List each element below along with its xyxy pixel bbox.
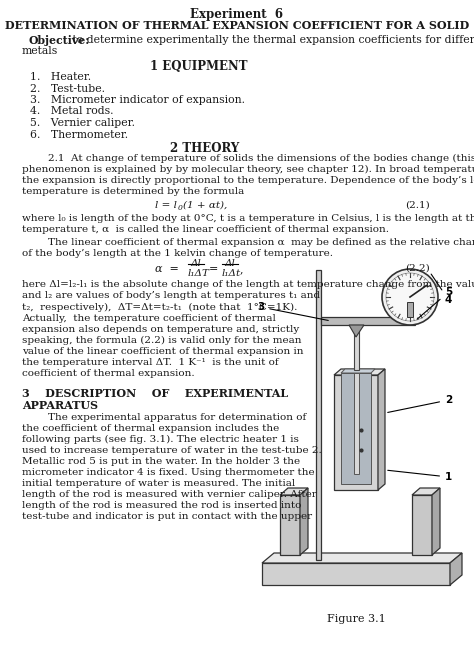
Bar [280, 495, 300, 555]
Text: used to increase temperature of water in the test-tube 2.: used to increase temperature of water in… [22, 446, 322, 455]
Bar [334, 375, 378, 490]
Text: 1 EQUIPMENT: 1 EQUIPMENT [150, 60, 247, 73]
Text: 6.   Thermometer.: 6. Thermometer. [30, 129, 128, 139]
Text: 1.   Heater.: 1. Heater. [30, 72, 91, 82]
Text: DETERMINATION OF THERMAL EXPANSION COEFFICIENT FOR A SOLID: DETERMINATION OF THERMAL EXPANSION COEFF… [5, 20, 469, 31]
Text: APPARATUS: APPARATUS [22, 400, 98, 411]
Text: 3: 3 [257, 302, 328, 320]
Text: here Δl=l₂-l₁ is the absolute change of the length at temperature change from th: here Δl=l₂-l₁ is the absolute change of … [22, 280, 474, 289]
Polygon shape [262, 553, 462, 563]
Text: value of the linear coefficient of thermal expansion in: value of the linear coefficient of therm… [22, 347, 303, 356]
Text: the expansion is directly proportional to the temperature. Dependence of the bod: the expansion is directly proportional t… [22, 176, 474, 185]
Text: phenomenon is explained by by molecular theory, see chapter 12). In broad temper: phenomenon is explained by by molecular … [22, 165, 474, 174]
Polygon shape [341, 369, 375, 373]
Text: speaking, the formula (2.2) is valid only for the mean: speaking, the formula (2.2) is valid onl… [22, 336, 301, 345]
Bar [316, 270, 321, 560]
Text: l₁Δt: l₁Δt [222, 269, 241, 278]
Text: Actually,  the temperature coefficient of thermal: Actually, the temperature coefficient of… [22, 314, 276, 323]
Polygon shape [412, 488, 440, 495]
Text: and l₂ are values of body’s length at temperatures t₁ and: and l₂ are values of body’s length at te… [22, 291, 320, 300]
Text: Δl: Δl [190, 259, 201, 268]
Text: Figure 3.1: Figure 3.1 [327, 614, 385, 624]
Text: =: = [209, 264, 219, 274]
Text: (2.2): (2.2) [405, 264, 430, 273]
Circle shape [386, 273, 434, 321]
Text: 3.   Micrometer indicator of expansion.: 3. Micrometer indicator of expansion. [30, 95, 245, 105]
Text: to determine experimentally the thermal expansion coefficients for different met: to determine experimentally the thermal … [69, 35, 474, 45]
Bar [407, 302, 413, 317]
Text: (2.1): (2.1) [405, 201, 430, 210]
Text: temperature t, α  is called the linear coefficient of thermal expansion.: temperature t, α is called the linear co… [22, 225, 389, 234]
Bar [412, 495, 432, 555]
Text: l = l: l = l [155, 201, 177, 210]
Text: where l₀ is length of the body at 0°C, t is a temperature in Celsius, l is the l: where l₀ is length of the body at 0°C, t… [22, 214, 474, 223]
Bar [341, 373, 371, 484]
Text: (1 + αt),: (1 + αt), [183, 201, 227, 210]
Polygon shape [450, 553, 462, 585]
Text: 2.   Test-tube.: 2. Test-tube. [30, 84, 105, 94]
Bar [354, 320, 359, 370]
Bar [354, 373, 359, 474]
Text: temperature is determined by the formula: temperature is determined by the formula [22, 187, 244, 196]
Text: the temperature interval ΔT.  1 K⁻¹  is the unit of: the temperature interval ΔT. 1 K⁻¹ is th… [22, 358, 279, 367]
Text: micrometer indicator 4 is fixed. Using thermometer the: micrometer indicator 4 is fixed. Using t… [22, 468, 315, 477]
Text: coefficient of thermal expansion.: coefficient of thermal expansion. [22, 369, 195, 378]
Text: initial temperature of water is measured. The initial: initial temperature of water is measured… [22, 479, 295, 488]
Bar [321, 317, 415, 325]
Polygon shape [378, 369, 385, 490]
FancyBboxPatch shape [262, 563, 450, 585]
Text: 4.   Metal rods.: 4. Metal rods. [30, 107, 113, 117]
Text: 4: 4 [431, 274, 452, 305]
Text: following parts (see fig. 3.1). The electric heater 1 is: following parts (see fig. 3.1). The elec… [22, 435, 299, 444]
Text: test-tube and indicator is put in contact with the upper: test-tube and indicator is put in contac… [22, 512, 312, 521]
Polygon shape [280, 488, 308, 495]
Text: 2 THEORY: 2 THEORY [170, 142, 239, 155]
Polygon shape [349, 325, 364, 337]
Text: expansion also depends on temperature and, strictly: expansion also depends on temperature an… [22, 325, 299, 334]
Text: Metallic rod 5 is put in the water. In the holder 3 the: Metallic rod 5 is put in the water. In t… [22, 457, 300, 466]
Text: 1: 1 [388, 470, 452, 482]
Text: the coefficient of thermal expansion includes the: the coefficient of thermal expansion inc… [22, 424, 279, 433]
Text: l₁ΔT: l₁ΔT [188, 269, 210, 278]
Text: length of the rod is measured the rod is inserted into: length of the rod is measured the rod is… [22, 501, 301, 510]
Polygon shape [334, 369, 385, 375]
Text: α  =: α = [155, 264, 179, 274]
Text: The linear coefficient of thermal expansion α  may be defined as the relative ch: The linear coefficient of thermal expans… [22, 238, 474, 247]
Text: length of the rod is measured with vernier caliper. After: length of the rod is measured with verni… [22, 490, 317, 499]
Text: Objective:: Objective: [29, 35, 90, 46]
Text: The experimental apparatus for determination of: The experimental apparatus for determina… [22, 413, 306, 422]
Text: Δl: Δl [224, 259, 235, 268]
Text: Experiment  6: Experiment 6 [191, 8, 283, 21]
Text: metals: metals [22, 46, 58, 56]
Text: 3    DESCRIPTION    OF    EXPERIMENTAL: 3 DESCRIPTION OF EXPERIMENTAL [22, 388, 288, 399]
Text: 0: 0 [178, 204, 183, 212]
Text: 2: 2 [388, 395, 452, 413]
Polygon shape [300, 488, 308, 555]
Text: ,: , [240, 264, 244, 274]
Circle shape [382, 269, 438, 325]
Text: 5: 5 [417, 287, 452, 319]
Text: t₂,  respectively),  ΔT=Δt=t₂-t₁  (note that  1°C=1K).: t₂, respectively), ΔT=Δt=t₂-t₁ (note tha… [22, 303, 297, 312]
Text: 5.   Vernier caliper.: 5. Vernier caliper. [30, 118, 135, 128]
Text: of the body’s length at the 1 kelvin change of temperature.: of the body’s length at the 1 kelvin cha… [22, 249, 333, 258]
Text: 2.1  At change of temperature of solids the dimensions of the bodies change (thi: 2.1 At change of temperature of solids t… [22, 154, 474, 163]
Polygon shape [432, 488, 440, 555]
